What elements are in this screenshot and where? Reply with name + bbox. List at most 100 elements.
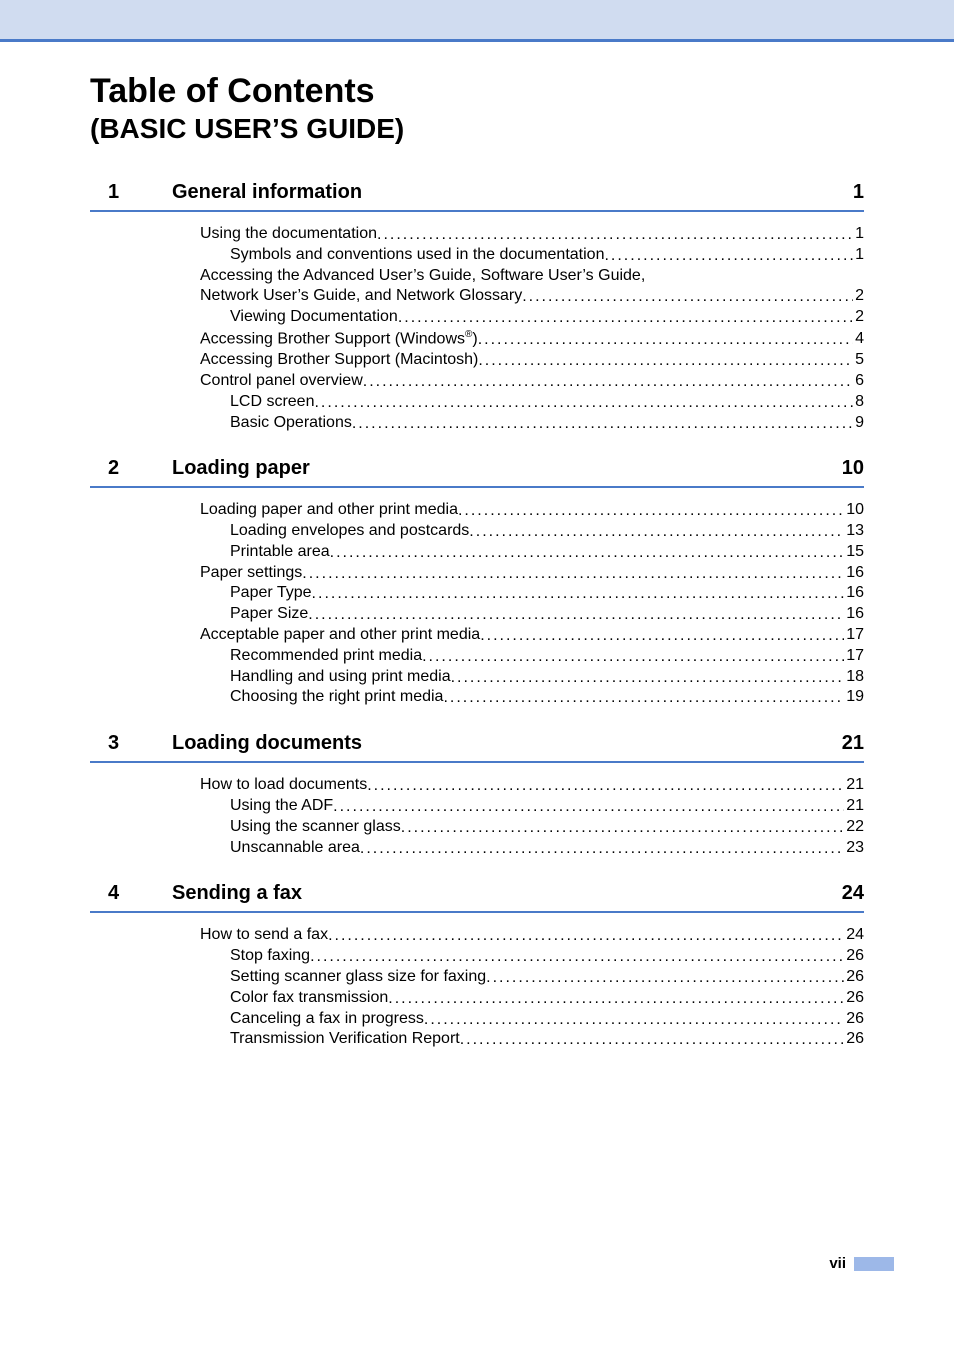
section-page: 1 [853,181,864,204]
leader-dots [458,501,844,522]
toc-entry-page: 1 [853,245,864,266]
header-bar [0,0,954,42]
toc-entry: Paper settings16 [200,563,864,584]
toc-entry: How to send a fax24 [200,925,864,946]
section-header: 3Loading documents21 [90,732,864,763]
section-entries: Using the documentation1Symbols and conv… [90,224,864,433]
leader-dots [302,564,844,585]
toc-entry-label: Network User’s Guide, and Network Glossa… [200,286,522,307]
toc-entry: Stop faxing 26 [200,946,864,967]
section-entries: How to send a fax24Stop faxing26Setting … [90,925,864,1050]
toc-entry: Setting scanner glass size for faxing26 [200,967,864,988]
toc-entry-page: 21 [844,796,864,817]
toc-entry: Handling and using print media 18 [200,667,864,688]
toc-entry-page: 26 [844,1009,864,1030]
leader-dots [314,393,853,414]
toc-entry-page: 22 [844,817,864,838]
leader-dots [360,839,844,860]
toc-entry-label: Loading paper and other print media [200,500,458,521]
toc-entry-page: 21 [844,775,864,796]
toc-entry: Accessing Brother Support (Macintosh)5 [200,350,864,371]
toc-entry-page: 13 [844,521,864,542]
toc-entry: Control panel overview6 [200,371,864,392]
section-number: 2 [108,457,172,480]
toc-entry-label: Handling and using print media [230,667,451,688]
toc-entry-label: Viewing Documentation [230,307,398,328]
leader-dots [367,776,844,797]
leader-dots [388,989,844,1010]
toc-entry: Basic Operations 9 [200,413,864,434]
toc-entry-page: 4 [853,329,864,350]
toc-entry-page: 17 [844,646,864,667]
toc-entry-label: Paper Type [230,583,312,604]
toc-entry: Choosing the right print media 19 [200,687,864,708]
toc-entry-page: 26 [844,988,864,1009]
leader-dots [480,626,844,647]
section-header: 1General information1 [90,181,864,212]
toc-entry-label: Choosing the right print media [230,687,443,708]
toc-entry-label: Using the ADF [230,796,333,817]
toc-entry-page: 17 [844,625,864,646]
leader-dots [486,968,844,989]
leader-dots [422,647,844,668]
footer: vii [829,1255,894,1272]
toc-entry-page: 26 [844,946,864,967]
leader-dots [443,688,844,709]
toc-entry: Accessing Brother Support (Windows®) 4 [200,328,864,350]
toc-entry-page: 26 [844,967,864,988]
leader-dots [604,246,853,267]
toc-entry-label: Printable area [230,542,330,563]
section-title: General information [172,181,853,204]
toc-entry-label: Basic Operations [230,413,352,434]
leader-dots [310,947,844,968]
toc-entry-page: 18 [844,667,864,688]
toc-entry-page: 24 [844,925,864,946]
toc-entry: Recommended print media17 [200,646,864,667]
leader-dots [377,225,853,246]
section-entries: How to load documents 21 Using the ADF 21Us… [90,775,864,858]
toc-entry-label: Paper settings [200,563,302,584]
toc-entry-label: Symbols and conventions used in the docu… [230,245,604,266]
section-page: 24 [842,882,864,905]
toc-entry-page: 9 [853,413,864,434]
toc-entry-page: 8 [853,392,864,413]
main-title: Table of Contents [90,72,864,111]
toc-entry-label: Accessing Brother Support (Windows®) [200,328,478,350]
toc-entry: Viewing Documentation2 [200,307,864,328]
toc-container: 1General information1Using the documenta… [90,181,864,1050]
toc-entry-label: Control panel overview [200,371,363,392]
leader-dots [424,1010,844,1031]
toc-entry: Canceling a fax in progress 26 [200,1009,864,1030]
toc-entry-label: LCD screen [230,392,314,413]
toc-entry-label: Using the documentation [200,224,377,245]
section-number: 3 [108,732,172,755]
section-number: 4 [108,882,172,905]
section-title: Sending a fax [172,882,842,905]
footer-accent-bar [854,1257,894,1271]
toc-entry: Network User’s Guide, and Network Glossa… [200,286,864,307]
toc-entry-label: Stop faxing [230,946,310,967]
toc-entry: Using the ADF 21 [200,796,864,817]
toc-entry: Loading paper and other print media10 [200,500,864,521]
toc-entry-label: Unscannable area [230,838,360,859]
leader-dots [352,414,853,435]
subtitle: (BASIC USER’S GUIDE) [90,113,864,145]
toc-entry-label: Color fax transmission [230,988,388,1009]
section-number: 1 [108,181,172,204]
leader-dots [522,287,853,308]
toc-entry-label: How to load documents [200,775,367,796]
page-number: vii [829,1255,846,1272]
toc-entry: Paper Size16 [200,604,864,625]
toc-entry: Loading envelopes and postcards13 [200,521,864,542]
toc-entry-label: Transmission Verification Report [230,1029,460,1050]
section-header: 2Loading paper10 [90,457,864,488]
toc-entry-page: 19 [844,687,864,708]
toc-entry-label: Canceling a fax in progress [230,1009,424,1030]
toc-entry: How to load documents 21 [200,775,864,796]
toc-entry: Using the documentation1 [200,224,864,245]
toc-entry-page: 5 [853,350,864,371]
toc-entry: Accessing the Advanced User’s Guide, Sof… [200,266,864,287]
toc-entry-page: 15 [844,542,864,563]
content-area: Table of Contents (BASIC USER’S GUIDE) 1… [0,42,954,1050]
leader-dots [328,926,844,947]
